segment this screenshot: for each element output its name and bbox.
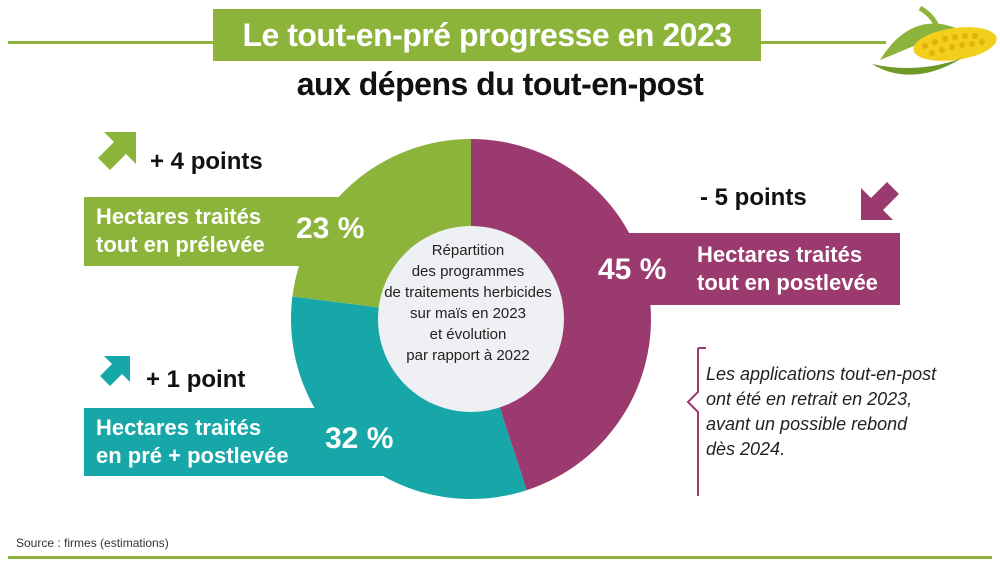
side-note: Les applications tout-en-post ont été en…	[706, 364, 937, 459]
corn-cob-icon	[872, 5, 997, 75]
arrow-up-right-icon	[100, 356, 130, 386]
slice-label-purple: Hectares traités tout en postlevée	[697, 242, 878, 295]
arrow-up-right-icon	[98, 132, 136, 170]
delta-label-purple: - 5 points	[700, 184, 807, 211]
value-label-teal: 32 %	[325, 422, 394, 455]
chart-subtitle: aux dépens du tout-en-post	[296, 66, 704, 102]
slice-label-teal: Hectares traités en pré + postlevée	[96, 415, 289, 468]
donut-hole	[378, 226, 564, 412]
value-label-green: 23 %	[296, 212, 365, 245]
chart-title: Le tout-en-pré progresse en 2023	[213, 9, 761, 61]
slice-label-green: Hectares traités tout en prélevée	[96, 204, 265, 257]
note-bracket	[686, 348, 699, 496]
arrow-down-right-icon	[861, 182, 899, 220]
delta-label-green: + 4 points	[150, 148, 263, 175]
source-note: Source : firmes (estimations)	[16, 536, 169, 550]
bottom-rule	[8, 556, 992, 559]
delta-label-teal: + 1 point	[146, 366, 246, 393]
donut-center-label: Répartition des programmes de traitement…	[384, 242, 552, 364]
value-label-purple: 45 %	[598, 253, 667, 286]
